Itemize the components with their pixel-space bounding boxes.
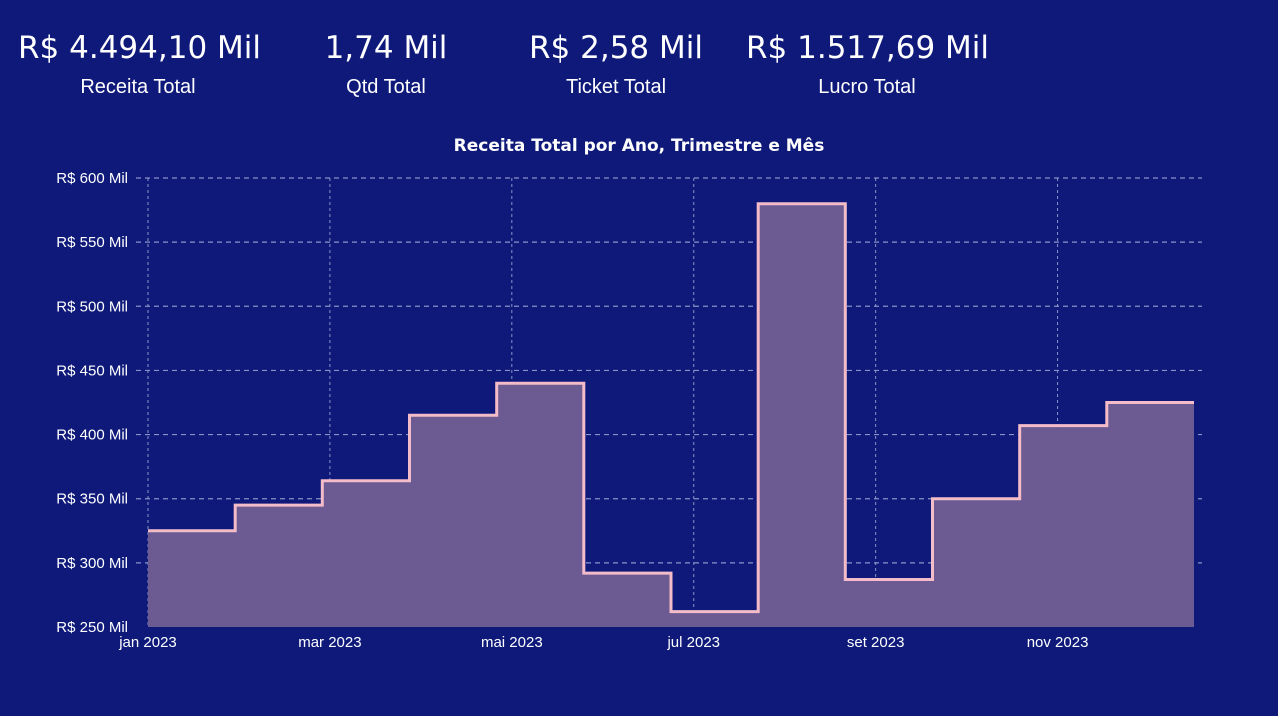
- kpi-card-qtd: 1,74 Mil Qtd Total: [316, 28, 456, 102]
- x-tick-label: mar 2023: [298, 634, 361, 651]
- kpi-label: Qtd Total: [346, 76, 426, 98]
- month-step: [1107, 403, 1194, 628]
- y-axis: R$ 250 Mil R$ 300 Mil R$ 350 Mil R$ 400 Mil…: [56, 170, 128, 636]
- month-step: [322, 481, 409, 627]
- series-line: [148, 202, 1194, 614]
- month-step: [933, 499, 1020, 627]
- x-axis: jan 2023 mar 2023 mai 2023 jul 2023 set 2023…: [118, 634, 1088, 651]
- kpi-value: 1,74 Mil: [324, 30, 448, 66]
- month-step: [497, 383, 584, 627]
- month-step: [1020, 426, 1107, 627]
- chart-marks: [148, 202, 1194, 628]
- y-tick-label: R$ 350 Mil: [56, 491, 128, 508]
- y-tick-label: R$ 250 Mil: [56, 619, 128, 636]
- y-tick-label: R$ 450 Mil: [56, 362, 128, 379]
- month-step: [671, 612, 758, 627]
- month-step: [410, 415, 497, 627]
- x-tick-label: mai 2023: [481, 634, 543, 651]
- kpi-value: R$ 2,58 Mil: [529, 30, 703, 66]
- month-step: [148, 531, 235, 627]
- y-tick-label: R$ 300 Mil: [56, 555, 128, 572]
- y-tick-label: R$ 400 Mil: [56, 427, 128, 444]
- x-tick-label: jul 2023: [666, 634, 720, 651]
- y-tick-label: R$ 500 Mil: [56, 298, 128, 315]
- month-step: [235, 505, 322, 627]
- kpi-card-receita: R$ 4.494,10 Mil Receita Total: [18, 28, 261, 102]
- month-step: [584, 573, 671, 627]
- kpi-label: Ticket Total: [565, 76, 667, 98]
- x-tick-label: jan 2023: [118, 634, 177, 651]
- kpi-value: R$ 1.517,69 Mil: [746, 30, 989, 66]
- x-tick-label: set 2023: [847, 634, 905, 651]
- month-step: [845, 580, 932, 627]
- y-tick-label: R$ 550 Mil: [56, 234, 128, 251]
- y-tick-label: R$ 600 Mil: [56, 170, 128, 187]
- kpi-card-ticket: R$ 2,58 Mil Ticket Total: [526, 28, 706, 102]
- kpi-card-lucro: R$ 1.517,69 Mil Lucro Total: [746, 28, 989, 102]
- chart-title: Receita Total por Ano, Trimestre e Mês: [453, 136, 825, 156]
- month-step: [758, 204, 845, 627]
- kpi-value: R$ 4.494,10 Mil: [18, 30, 261, 66]
- x-tick-label: nov 2023: [1027, 634, 1089, 651]
- kpi-label: Receita Total: [80, 76, 196, 98]
- kpi-label: Lucro Total: [818, 76, 916, 98]
